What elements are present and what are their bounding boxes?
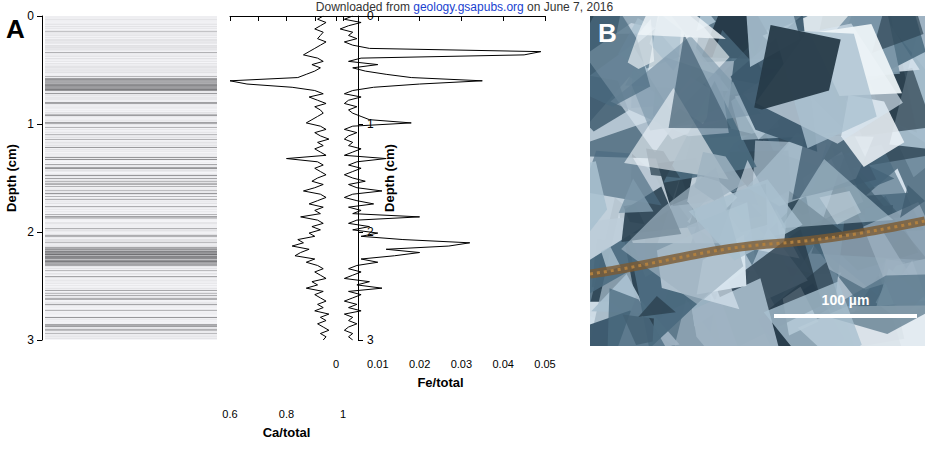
svg-text:Depth (cm): Depth (cm) — [4, 144, 19, 212]
svg-text:0.8: 0.8 — [279, 408, 294, 420]
svg-text:1: 1 — [340, 408, 346, 420]
svg-text:0: 0 — [367, 9, 374, 23]
svg-text:Depth (cm): Depth (cm) — [382, 144, 397, 212]
svg-text:2: 2 — [27, 225, 34, 239]
svg-text:0.6: 0.6 — [222, 408, 237, 420]
svg-text:0.02: 0.02 — [409, 358, 430, 370]
svg-text:0.04: 0.04 — [492, 358, 513, 370]
svg-text:0: 0 — [333, 358, 339, 370]
svg-text:3: 3 — [27, 333, 34, 347]
svg-text:0.01: 0.01 — [367, 358, 388, 370]
svg-text:Fe/total: Fe/total — [417, 375, 463, 390]
svg-text:0: 0 — [27, 9, 34, 23]
svg-text:1: 1 — [27, 117, 34, 131]
svg-text:3: 3 — [367, 333, 374, 347]
svg-text:Ca/total: Ca/total — [263, 425, 311, 440]
svg-text:0.05: 0.05 — [534, 358, 555, 370]
svg-text:0.03: 0.03 — [451, 358, 472, 370]
